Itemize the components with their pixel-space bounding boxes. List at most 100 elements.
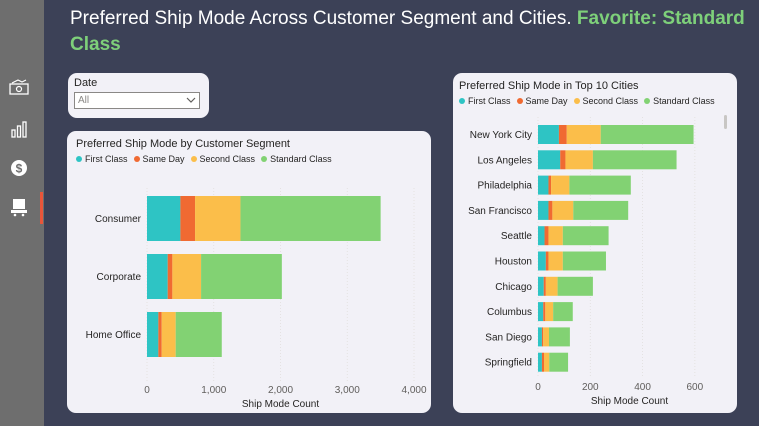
legend-label: Second Class [199,154,256,164]
bar-segment[interactable] [548,200,553,220]
bar-segment[interactable] [569,175,631,195]
bar-segment[interactable] [545,251,549,271]
legend-item[interactable]: Second Class [573,96,638,106]
legend-item[interactable]: Standard Class [261,154,332,164]
legend-label: Standard Class [653,96,715,106]
title-main: Preferred Ship Mode Across Customer Segm… [70,8,572,29]
x-axis-title: Ship Mode Count [242,399,319,410]
city-bar-chart: 0 200 400 600 New York City Los Angeles Philad… [468,117,704,407]
money-icon[interactable] [8,76,30,98]
bar-segment[interactable] [538,302,544,322]
bar-segment[interactable] [201,254,282,299]
bar-segment[interactable] [565,150,593,170]
bar-segment[interactable] [548,175,552,195]
bar-segment[interactable] [538,175,549,195]
bar-segment[interactable] [538,150,561,170]
bar-segment[interactable] [557,276,593,296]
bar-segment[interactable] [548,226,563,246]
y-category-label: San Francisco [468,206,532,217]
legend-item[interactable]: Second Class [190,154,256,164]
bar-segment[interactable] [543,327,549,347]
bar-chart-icon[interactable] [8,118,30,140]
y-category-label: Seattle [501,231,533,242]
bar-segment[interactable] [158,312,162,357]
bar-segment[interactable] [552,200,574,220]
bar-segment[interactable] [558,125,567,144]
bar-segment[interactable] [180,196,196,241]
bar-segment[interactable] [538,276,544,296]
chart-legend: First Class Same Day Second Class Standard … [76,154,332,164]
x-tick-label: 1,000 [201,385,226,396]
x-tick-label: 4,000 [401,385,426,396]
bar-segment[interactable] [147,254,168,299]
legend-item[interactable]: Same Day [516,96,568,106]
bar-segment[interactable] [167,254,173,299]
bar-segment[interactable] [545,302,554,322]
bar-segment[interactable] [538,125,559,144]
bar-segment[interactable] [538,200,549,220]
chart-scrollbar[interactable] [724,115,727,129]
x-tick-label: 3,000 [335,385,360,396]
bar-segment[interactable] [544,352,550,372]
legend-label: Standard Class [270,154,332,164]
bar-segment[interactable] [566,125,601,144]
x-axis-title: Ship Mode Count [591,396,668,407]
dollar-icon[interactable]: $ [8,157,30,179]
x-tick-label: 200 [582,382,599,393]
legend-label: Same Day [525,96,568,106]
bar-segment[interactable] [543,276,546,296]
y-category-label: Chicago [495,282,532,293]
legend-marker [190,156,197,162]
legend-label: Same Day [142,154,185,164]
legend-item[interactable]: First Class [76,154,128,164]
x-tick-label: 400 [634,382,651,393]
y-category-label: Home Office [86,330,142,341]
sidebar: $ [0,0,44,426]
bar-segment[interactable] [147,196,181,241]
bar-segment[interactable] [562,251,606,271]
bar-segment[interactable] [538,352,542,372]
bar-segment[interactable] [172,254,202,299]
bar-segment[interactable] [592,150,677,170]
bar-segment[interactable] [551,175,570,195]
bar-segment[interactable] [549,352,569,372]
bar-segment[interactable] [541,352,545,372]
bar-segment[interactable] [545,276,558,296]
delivery-icon[interactable] [8,196,30,218]
legend-item[interactable]: Same Day [133,154,185,164]
legend-item[interactable]: First Class [459,96,511,106]
bar-segment[interactable] [195,196,241,241]
bar-segment[interactable] [553,302,573,322]
x-tick-label: 0 [535,382,541,393]
legend-marker [133,156,140,162]
legend-item[interactable]: Standard Class [644,96,715,106]
svg-text:$: $ [16,162,23,176]
bar-segment[interactable] [600,125,694,144]
x-tick-label: 2,000 [268,385,293,396]
y-category-label: San Diego [485,332,532,343]
bar-segment[interactable] [538,226,545,246]
bar-segment[interactable] [560,150,566,170]
bar-segment[interactable] [175,312,222,357]
bar-segment[interactable] [573,200,629,220]
bar-segment[interactable] [562,226,609,246]
legend-marker [644,98,651,104]
bar-segment[interactable] [548,327,570,347]
bar-segment[interactable] [538,327,542,347]
legend-label: First Class [85,154,128,164]
y-category-label: New York City [470,130,532,141]
bar-segment[interactable] [544,226,549,246]
title-favorite: Favorite: Standard Class [70,8,745,55]
y-category-label: Corporate [97,272,142,283]
date-filter-dropdown[interactable]: All [74,92,200,109]
bar-segment[interactable] [543,302,546,322]
legend-marker [76,156,82,162]
date-filter-value: All [78,95,90,106]
bar-segment[interactable] [541,327,544,347]
bar-segment[interactable] [147,312,159,357]
bar-segment[interactable] [161,312,176,357]
bar-segment[interactable] [548,251,563,271]
bar-segment[interactable] [538,251,546,271]
y-category-label: Columbus [487,307,532,318]
bar-segment[interactable] [240,196,381,241]
